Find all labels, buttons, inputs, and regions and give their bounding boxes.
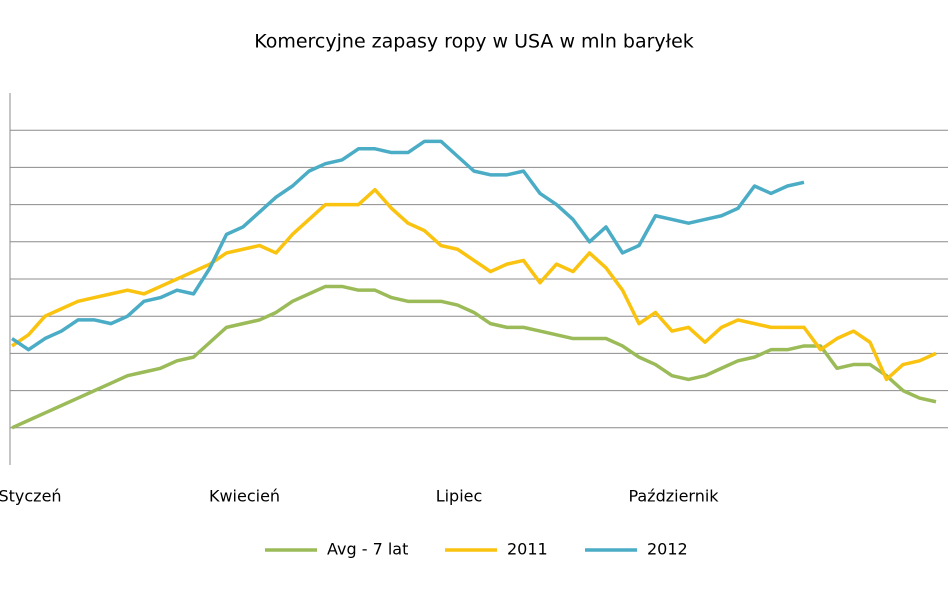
line-series bbox=[11, 187, 937, 382]
x-tick-label: Kwiecień bbox=[209, 487, 280, 506]
legend-label: Avg - 7 lat bbox=[327, 540, 408, 559]
x-tick-label: Październik bbox=[628, 487, 719, 506]
chart-title: Komercyjne zapasy ropy w USA w mln barył… bbox=[254, 31, 694, 53]
line-series bbox=[11, 139, 805, 352]
x-tick-label: Styczeń bbox=[0, 487, 62, 506]
legend-label: 2011 bbox=[507, 540, 548, 559]
x-tick-label: Lipiec bbox=[436, 487, 483, 506]
legend-label: 2012 bbox=[647, 540, 688, 559]
line-series bbox=[11, 284, 937, 430]
